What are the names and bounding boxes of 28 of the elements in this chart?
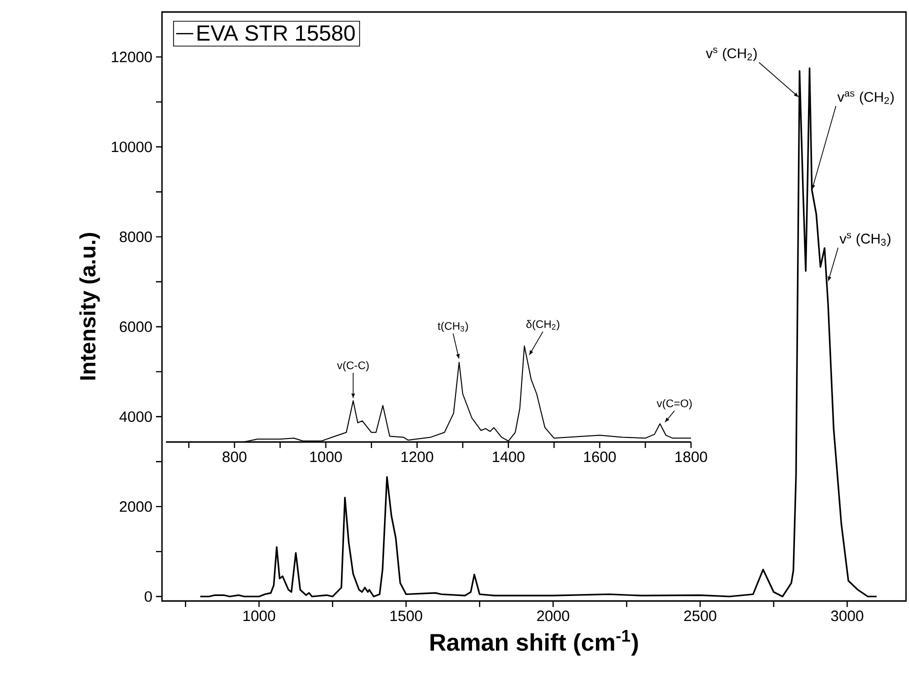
annotation: v$^{as}$ (CH$_{2}$)	[837, 91, 894, 105]
y-tick-label: 10000	[112, 142, 152, 152]
x-tick-label: 1200	[402, 452, 434, 462]
annotation: v$^{s}$ (CH$_{3}$)	[840, 232, 890, 246]
annotation: v(C=O)	[656, 399, 692, 410]
y-tick-label: 12000	[112, 52, 152, 62]
x-tick-label: 1000	[310, 452, 342, 462]
legend-label: EVA STR 15580	[198, 25, 355, 41]
x-axis-title: Raman shift (cm$^{-1}$)	[430, 630, 638, 656]
x-tick-label: 2000	[537, 610, 570, 622]
x-tick-label: 1400	[492, 452, 524, 462]
y-tick-label: 6000	[120, 321, 152, 332]
x-tick-label: 1000	[244, 610, 276, 622]
y-tick-label: 8000	[120, 231, 152, 242]
annotation: δ(CH$_{2}$)	[526, 320, 560, 330]
y-tick-label: 2000	[120, 501, 152, 512]
x-tick-label: 1600	[584, 452, 616, 462]
annotation: v(C-C)	[337, 361, 369, 372]
x-tick-label: 3000	[831, 610, 864, 622]
y-axis-title: Intensity (a.u.)	[79, 233, 100, 380]
y-tick-label: 0	[144, 591, 152, 602]
x-tick-label: 800	[222, 452, 246, 462]
annotation: v$^{s}$ (CH$_{2}$)	[706, 48, 757, 62]
x-tick-label: 1800	[675, 452, 708, 462]
x-tick-label: 1500	[390, 610, 422, 622]
y-tick-label: 4000	[119, 411, 152, 422]
annotation: t(CH$_{3}$)	[438, 322, 468, 332]
x-tick-label: 2500	[684, 610, 716, 622]
